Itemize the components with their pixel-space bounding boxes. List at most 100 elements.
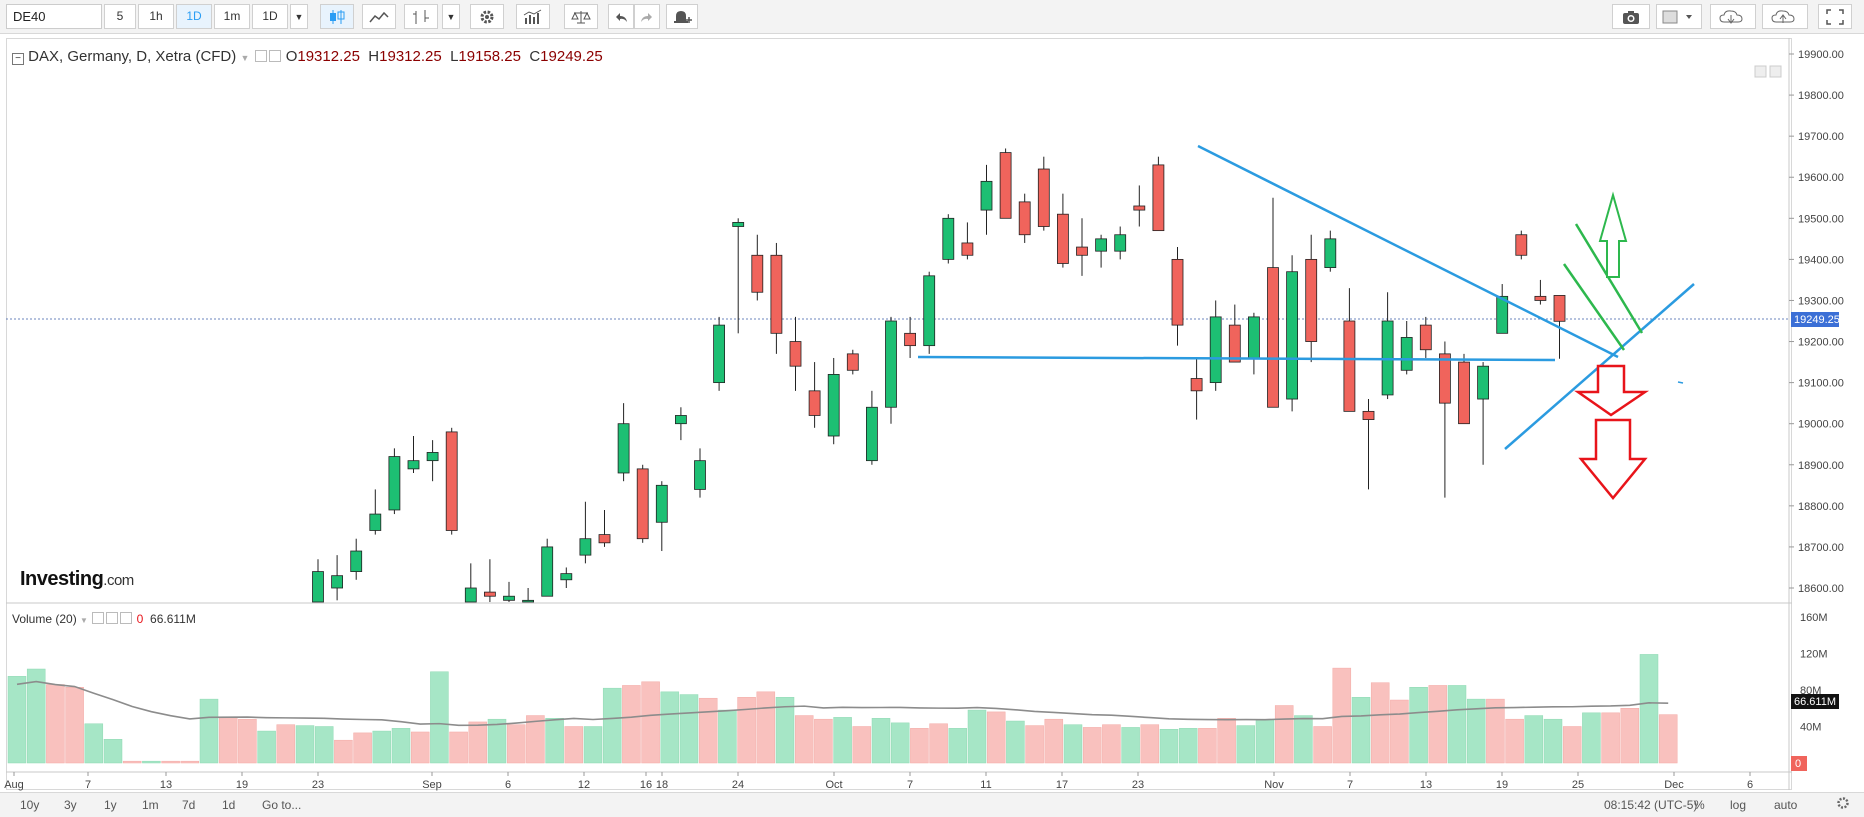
- auto-toggle[interactable]: auto: [1774, 798, 1798, 812]
- candle[interactable]: [980, 164, 993, 235]
- interval-dropdown-button[interactable]: ▼: [290, 4, 308, 29]
- candle[interactable]: [885, 316, 897, 424]
- candle[interactable]: [1381, 292, 1394, 400]
- candle[interactable]: [617, 403, 630, 482]
- candle[interactable]: [1076, 218, 1088, 276]
- range-1y-button[interactable]: 1y: [104, 798, 117, 812]
- candle[interactable]: [1343, 288, 1356, 412]
- chevron-down-icon[interactable]: ▼: [80, 616, 88, 625]
- candle[interactable]: [1419, 316, 1432, 358]
- support-line[interactable]: [917, 355, 1556, 362]
- screenshot-button[interactable]: [1612, 4, 1650, 29]
- candle[interactable]: [1305, 234, 1318, 363]
- pane-minimize-button[interactable]: [1754, 65, 1767, 78]
- legend-title[interactable]: DAX, Germany, D, Xetra (CFD): [28, 48, 237, 65]
- settings-button[interactable]: [470, 4, 504, 29]
- compare-button[interactable]: [564, 4, 598, 29]
- layout-select-button[interactable]: [1656, 4, 1702, 29]
- interval-1d-button[interactable]: 1D: [176, 4, 212, 29]
- candle[interactable]: [1037, 156, 1050, 231]
- candle[interactable]: [694, 448, 706, 498]
- candle[interactable]: [636, 464, 649, 543]
- candle[interactable]: [1286, 255, 1298, 412]
- candle[interactable]: [846, 349, 859, 375]
- goto-button[interactable]: Go to...: [262, 798, 302, 812]
- candle[interactable]: [483, 559, 496, 602]
- green-up-arrow[interactable]: [1598, 191, 1628, 278]
- candle[interactable]: [1018, 193, 1031, 243]
- volume-hide-icon[interactable]: [106, 612, 119, 624]
- green-channel-upper[interactable]: [1574, 223, 1644, 334]
- candle[interactable]: [522, 588, 534, 603]
- candle[interactable]: [770, 242, 783, 354]
- green-channel-lower[interactable]: [1562, 263, 1626, 351]
- descending-trendline[interactable]: [1197, 144, 1619, 359]
- candle[interactable]: [579, 501, 592, 564]
- candle[interactable]: [1228, 304, 1241, 363]
- candle[interactable]: [560, 567, 573, 588]
- candle[interactable]: [1458, 353, 1470, 425]
- candle[interactable]: [388, 448, 401, 515]
- candle[interactable]: [808, 362, 821, 428]
- candle[interactable]: [827, 357, 840, 445]
- interval-select[interactable]: 1D: [252, 4, 288, 29]
- candle[interactable]: [503, 581, 515, 602]
- cloud-download-button[interactable]: [1710, 4, 1756, 29]
- candle[interactable]: [675, 407, 687, 441]
- candle[interactable]: [1057, 193, 1069, 268]
- redo-button[interactable]: [634, 4, 660, 29]
- candle[interactable]: [713, 316, 725, 391]
- candle[interactable]: [1114, 226, 1127, 260]
- candle[interactable]: [598, 509, 611, 547]
- candle[interactable]: [732, 218, 745, 334]
- symbol-input[interactable]: DE40: [6, 4, 102, 29]
- range-1d-button[interactable]: 1d: [222, 798, 236, 812]
- log-toggle[interactable]: log: [1730, 798, 1747, 812]
- candle[interactable]: [1477, 362, 1489, 465]
- line-chart-button[interactable]: [362, 4, 396, 29]
- candle[interactable]: [426, 440, 439, 482]
- candle[interactable]: [1190, 357, 1203, 420]
- drawing-tools-button[interactable]: [404, 4, 438, 29]
- candle[interactable]: [445, 427, 458, 535]
- candle[interactable]: [1496, 284, 1509, 334]
- candle[interactable]: [1248, 312, 1260, 375]
- candle[interactable]: [464, 563, 477, 603]
- candle[interactable]: [369, 489, 382, 535]
- undo-button[interactable]: [608, 4, 634, 29]
- candle[interactable]: [789, 316, 802, 391]
- range-7d-button[interactable]: 7d: [182, 798, 196, 812]
- drawing-dropdown-button[interactable]: ▼: [442, 4, 460, 29]
- volume-settings-icon[interactable]: [92, 612, 105, 624]
- red-down-arrow-small[interactable]: [1574, 364, 1650, 417]
- candle[interactable]: [923, 271, 936, 354]
- candle[interactable]: [1095, 234, 1107, 268]
- legend-hide-icon[interactable]: [268, 50, 281, 62]
- percent-toggle[interactable]: %: [1694, 798, 1705, 812]
- volume-close-icon[interactable]: [120, 612, 133, 624]
- legend-settings-icon[interactable]: [254, 50, 267, 62]
- indicators-button[interactable]: [516, 4, 550, 29]
- candle[interactable]: [331, 555, 344, 601]
- chevron-down-icon[interactable]: ▼: [240, 53, 250, 63]
- candles-chart-button[interactable]: [320, 4, 354, 29]
- volume-legend-title[interactable]: Volume (20): [12, 612, 77, 626]
- candle[interactable]: [1171, 247, 1184, 346]
- candle[interactable]: [655, 481, 668, 552]
- range-3y-button[interactable]: 3y: [64, 798, 77, 812]
- gear-icon[interactable]: [1836, 796, 1850, 813]
- candle[interactable]: [961, 222, 974, 260]
- candle[interactable]: [1267, 197, 1279, 408]
- fullscreen-button[interactable]: [1818, 4, 1852, 29]
- interval-1h-button[interactable]: 1h: [138, 4, 174, 29]
- interval-5-button[interactable]: 5: [104, 4, 136, 29]
- red-down-arrow-large[interactable]: [1578, 418, 1648, 500]
- candle[interactable]: [407, 436, 420, 473]
- alert-button[interactable]: [666, 4, 698, 29]
- candle[interactable]: [904, 316, 916, 358]
- candle[interactable]: [1209, 300, 1222, 391]
- candle[interactable]: [1324, 230, 1337, 272]
- legend-collapse-icon[interactable]: −: [12, 53, 24, 65]
- candle[interactable]: [1362, 399, 1375, 490]
- candle[interactable]: [312, 559, 324, 603]
